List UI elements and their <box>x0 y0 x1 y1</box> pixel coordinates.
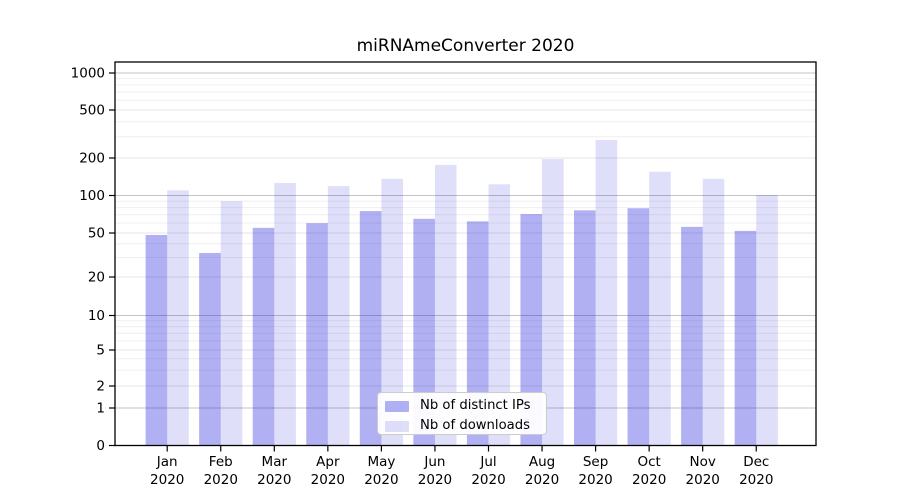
x-tick-label-year: 2020 <box>632 472 666 488</box>
bar-sep-distinct-ips <box>574 210 596 446</box>
x-tick-label-year: 2020 <box>525 472 559 488</box>
y-tick-label: 5 <box>96 343 105 359</box>
x-tick-label-month: Jul <box>479 454 496 470</box>
legend: Nb of distinct IPs Nb of downloads <box>377 392 547 435</box>
y-tick-label: 10 <box>88 308 105 324</box>
x-tick-label-month: Nov <box>690 454 716 470</box>
bar-oct-downloads <box>649 171 671 446</box>
x-tick-label-month: Dec <box>743 454 769 470</box>
x-tick-label-month: Jun <box>423 454 445 470</box>
bar-jan-downloads <box>167 190 189 446</box>
y-tick-label: 1000 <box>71 66 105 82</box>
bar-mar-distinct-ips <box>252 227 275 446</box>
legend-label: Nb of downloads <box>420 418 530 434</box>
x-tick-label-year: 2020 <box>471 472 505 488</box>
y-tick-label: 20 <box>88 270 105 286</box>
x-tick-label-year: 2020 <box>204 472 238 488</box>
x-tick-label-month: May <box>367 454 395 470</box>
x-tick-label-month: Apr <box>316 454 340 470</box>
x-tick-label-year: 2020 <box>686 472 720 488</box>
x-tick-label-year: 2020 <box>578 472 612 488</box>
y-tick-label: 200 <box>79 151 105 167</box>
legend-swatch <box>385 420 409 432</box>
legend-swatch <box>385 400 409 412</box>
bar-apr-distinct-ips <box>306 223 328 446</box>
x-tick-label-year: 2020 <box>150 472 184 488</box>
bar-jan-distinct-ips <box>145 234 168 446</box>
y-tick-label: 100 <box>79 188 105 204</box>
y-tick-label: 0 <box>96 438 105 454</box>
bar-nov-distinct-ips <box>681 226 703 446</box>
bar-apr-downloads <box>327 186 350 446</box>
x-tick-label-year: 2020 <box>739 472 773 488</box>
bar-may-downloads <box>381 178 403 446</box>
bar-aug-downloads <box>542 159 564 446</box>
x-tick-label-year: 2020 <box>418 472 452 488</box>
plot-border <box>114 61 817 447</box>
bar-may-distinct-ips <box>359 211 382 446</box>
bar-oct-distinct-ips <box>627 208 650 446</box>
x-tick-label-year: 2020 <box>364 472 398 488</box>
x-tick-label-month: Aug <box>529 454 555 470</box>
bar-sep-downloads <box>595 140 618 446</box>
y-tick-label: 500 <box>79 103 105 119</box>
y-tick-label: 2 <box>96 379 105 395</box>
y-tick-label: 1 <box>96 401 105 417</box>
bar-jun-downloads <box>434 164 457 446</box>
y-tick-label: 50 <box>88 226 105 242</box>
bar-nov-downloads <box>702 178 725 446</box>
bar-feb-distinct-ips <box>199 252 221 446</box>
bar-dec-downloads <box>756 194 778 446</box>
bar-jun-distinct-ips <box>413 218 435 446</box>
x-tick-label-year: 2020 <box>311 472 345 488</box>
x-tick-label-month: Jan <box>156 454 178 470</box>
bar-jul-downloads <box>488 184 511 446</box>
bar-mar-downloads <box>274 182 296 446</box>
legend-label: Nb of distinct IPs <box>420 398 531 414</box>
bar-jul-distinct-ips <box>466 221 489 446</box>
legend-item: Nb of downloads <box>385 418 546 434</box>
x-tick-label-month: Oct <box>637 454 660 470</box>
x-tick-label-month: Sep <box>583 454 608 470</box>
x-tick-label-year: 2020 <box>257 472 291 488</box>
x-tick-label-month: Mar <box>262 454 288 470</box>
bar-dec-distinct-ips <box>734 230 757 446</box>
x-tick-label-month: Feb <box>209 454 233 470</box>
bar-feb-downloads <box>220 201 243 446</box>
chart-title: miRNAmeConverter 2020 <box>356 36 575 56</box>
legend-item: Nb of distinct IPs <box>385 398 546 414</box>
bar-aug-distinct-ips <box>520 214 543 446</box>
